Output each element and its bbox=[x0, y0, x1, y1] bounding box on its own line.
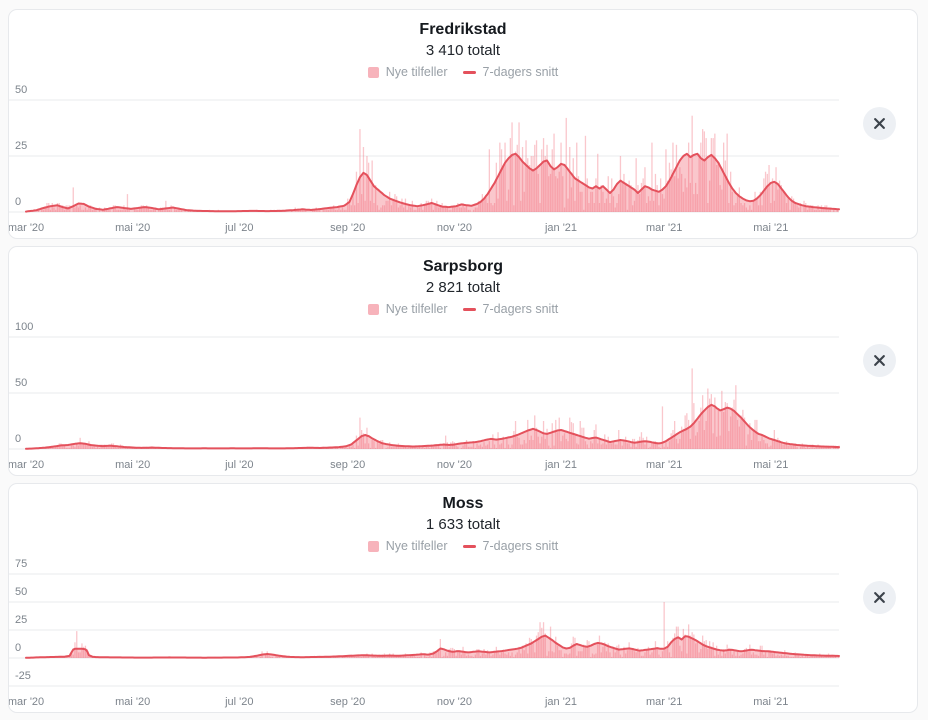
svg-text:jul '20: jul '20 bbox=[224, 459, 253, 471]
cases-chart: 0 25 50 mar '20 mai '20 jul '20 sep '20 nov '20… bbox=[9, 84, 840, 234]
svg-text:jul '20: jul '20 bbox=[224, 222, 253, 234]
svg-text:mai '20: mai '20 bbox=[115, 222, 150, 234]
svg-text:mar '20: mar '20 bbox=[9, 222, 44, 234]
svg-text:jan '21: jan '21 bbox=[544, 459, 577, 471]
municipality-card: Sarpsborg 2 821 totalt Nye tilfeller 7-d… bbox=[8, 246, 918, 476]
svg-text:mai '21: mai '21 bbox=[753, 696, 788, 708]
close-icon bbox=[874, 592, 885, 603]
svg-text:-25: -25 bbox=[15, 670, 31, 682]
svg-text:jan '21: jan '21 bbox=[544, 696, 577, 708]
svg-text:sep '20: sep '20 bbox=[330, 696, 365, 708]
svg-text:mar '21: mar '21 bbox=[646, 459, 682, 471]
close-card-button[interactable] bbox=[863, 344, 896, 377]
svg-text:25: 25 bbox=[15, 614, 27, 626]
svg-text:50: 50 bbox=[15, 586, 27, 598]
municipality-card: Moss 1 633 totalt Nye tilfeller 7-dagers… bbox=[8, 483, 918, 713]
close-icon bbox=[874, 118, 885, 129]
svg-text:nov '20: nov '20 bbox=[437, 459, 472, 471]
svg-text:nov '20: nov '20 bbox=[437, 696, 472, 708]
svg-text:0: 0 bbox=[15, 642, 21, 654]
svg-text:mar '21: mar '21 bbox=[646, 222, 682, 234]
svg-text:jul '20: jul '20 bbox=[224, 696, 253, 708]
close-card-button[interactable] bbox=[863, 107, 896, 140]
svg-text:sep '20: sep '20 bbox=[330, 222, 365, 234]
svg-text:25: 25 bbox=[15, 140, 27, 152]
svg-text:50: 50 bbox=[15, 377, 27, 389]
close-card-button[interactable] bbox=[863, 581, 896, 614]
svg-text:mai '20: mai '20 bbox=[115, 459, 150, 471]
svg-text:nov '20: nov '20 bbox=[437, 222, 472, 234]
svg-text:100: 100 bbox=[15, 321, 33, 333]
cases-chart: 0 50 100 mar '20 mai '20 jul '20 sep '20 nov '2… bbox=[9, 321, 840, 471]
svg-text:mar '20: mar '20 bbox=[9, 696, 44, 708]
svg-text:jan '21: jan '21 bbox=[544, 222, 577, 234]
svg-text:75: 75 bbox=[15, 558, 27, 570]
svg-text:mar '21: mar '21 bbox=[646, 696, 682, 708]
svg-text:mai '21: mai '21 bbox=[753, 222, 788, 234]
municipality-card: Fredrikstad 3 410 totalt Nye tilfeller 7… bbox=[8, 9, 918, 239]
svg-text:mar '20: mar '20 bbox=[9, 459, 44, 471]
svg-text:mai '20: mai '20 bbox=[115, 696, 150, 708]
svg-text:0: 0 bbox=[15, 196, 21, 208]
cases-chart: -25 0 25 50 75 mar '20 mai '20 jul '20 sep '20 no… bbox=[9, 558, 840, 708]
close-icon bbox=[874, 355, 885, 366]
svg-text:mai '21: mai '21 bbox=[753, 459, 788, 471]
svg-text:sep '20: sep '20 bbox=[330, 459, 365, 471]
svg-text:0: 0 bbox=[15, 433, 21, 445]
svg-text:50: 50 bbox=[15, 84, 27, 96]
